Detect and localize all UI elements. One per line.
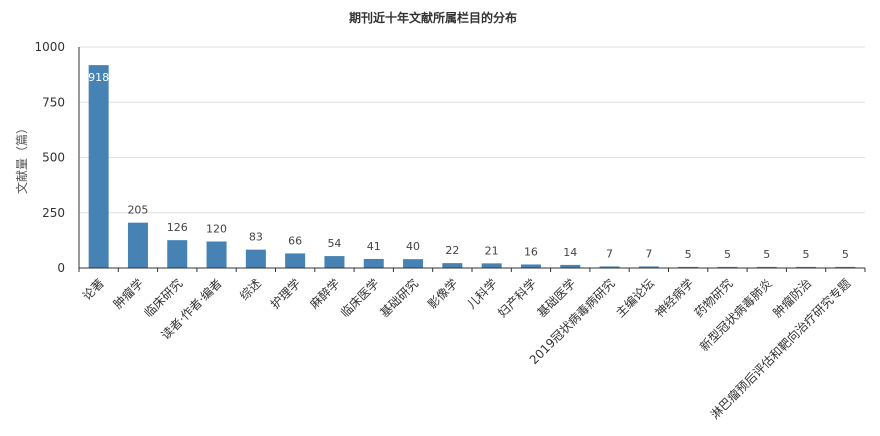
data-label: 21: [485, 244, 499, 257]
chart-title: 期刊近十年文献所属栏目的分布: [349, 10, 517, 25]
data-label: 14: [563, 246, 577, 259]
data-label: 16: [524, 245, 538, 258]
bars: [88, 65, 856, 268]
bar: [285, 253, 306, 268]
bar: [520, 264, 541, 268]
data-label: 5: [842, 248, 849, 261]
x-tick-label: 影像学: [424, 276, 460, 312]
bar: [796, 266, 817, 268]
x-tick-label: 基础研究: [377, 276, 422, 321]
data-label: 5: [763, 248, 770, 261]
data-label: 5: [803, 248, 810, 261]
grid-lines: [79, 46, 865, 214]
data-label: 22: [445, 244, 459, 257]
x-tick-label: 临床医学: [337, 276, 382, 321]
y-axis-label: 文献量（篇）: [14, 122, 29, 194]
x-tick-label: 新型冠状病毒肺炎: [696, 276, 774, 354]
bar: [324, 256, 345, 268]
y-tick-label: 750: [42, 95, 65, 109]
bar: [245, 249, 266, 268]
y-tick-label: 500: [42, 151, 65, 165]
y-tick-label: 1000: [34, 40, 65, 54]
data-label: 54: [327, 237, 341, 250]
x-tick-label: 论著: [80, 276, 107, 303]
data-label: 5: [724, 248, 731, 261]
y-tick-label: 250: [42, 206, 65, 220]
data-label: 7: [645, 247, 652, 260]
x-tick-label: 妇产科学: [495, 276, 540, 321]
y-axis-ticks: 0 250 500 750 1000: [34, 40, 65, 275]
bar: [560, 264, 581, 268]
data-label: 7: [606, 247, 613, 260]
data-label: 918: [88, 71, 109, 84]
data-label: 41: [367, 240, 381, 253]
bar: [127, 222, 148, 268]
x-tick-label: 麻醉学: [306, 276, 342, 312]
data-labels: 918 205 126 120 83 66 54 41 40 22 21 16 14 7 7 5 5 5 5 5: [88, 71, 849, 261]
data-label: 40: [406, 240, 420, 253]
bar: [206, 241, 227, 268]
x-tick-label: 主编论坛: [612, 276, 657, 321]
y-tick-label: 0: [57, 261, 65, 275]
bar: [167, 240, 188, 268]
bar: [638, 266, 659, 268]
bar: [363, 258, 384, 268]
bar: [717, 266, 738, 268]
bar: [88, 65, 109, 268]
x-tick-label: 儿科学: [464, 276, 500, 312]
x-tick-label: 护理学: [267, 276, 303, 312]
x-tick-label: 综述: [237, 276, 264, 303]
data-label: 205: [127, 204, 148, 217]
bar: [678, 266, 699, 268]
data-label: 5: [685, 248, 692, 261]
bar: [442, 263, 463, 268]
data-label: 66: [288, 234, 302, 247]
bar: [481, 263, 502, 268]
data-label: 83: [249, 231, 263, 244]
data-label: 126: [167, 221, 188, 234]
x-tick-label: 肿瘤学: [110, 276, 146, 312]
bar: [599, 266, 620, 268]
bar: [756, 266, 777, 268]
x-tick-label: 神经病学: [652, 276, 697, 321]
data-label: 120: [206, 222, 227, 235]
bar: [403, 259, 424, 268]
bar: [835, 266, 856, 268]
x-tick-label: 淋巴瘤预后评估和靶向治疗研究专题: [707, 276, 853, 422]
